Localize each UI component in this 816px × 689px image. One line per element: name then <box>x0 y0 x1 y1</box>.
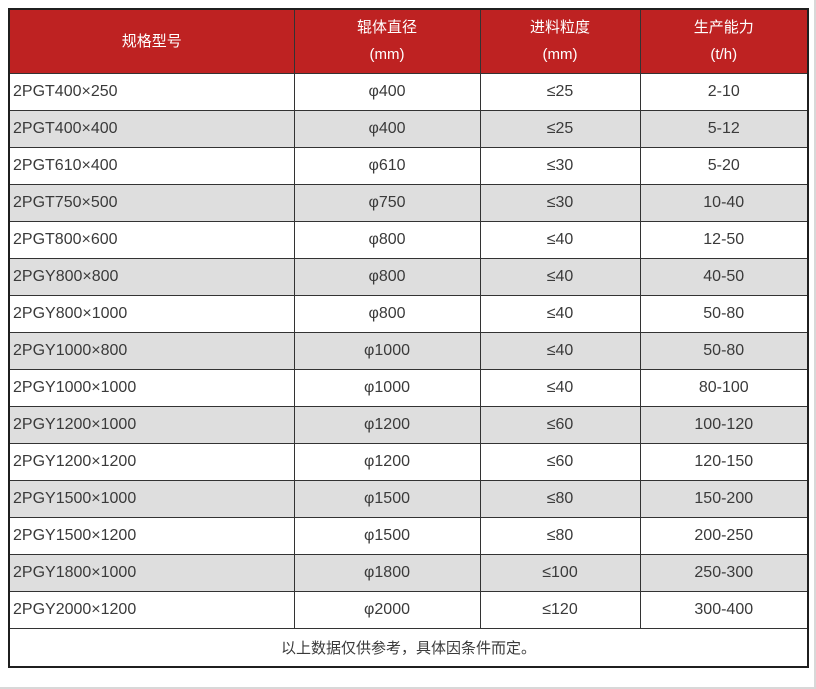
cell-feed-size: ≤60 <box>479 443 641 481</box>
cell-roller-diameter: φ750 <box>293 184 481 222</box>
cell-capacity: 12-50 <box>639 221 809 259</box>
cell-model: 2PGT750×500 <box>8 184 295 222</box>
cell-feed-size: ≤100 <box>479 554 641 592</box>
cell-feed-size: ≤40 <box>479 332 641 370</box>
cell-model: 2PGY1000×800 <box>8 332 295 370</box>
cell-roller-diameter: φ1000 <box>293 332 481 370</box>
cell-capacity: 5-12 <box>639 110 809 148</box>
column-header-roller-diameter: 辊体直径 (mm) <box>293 8 481 74</box>
cell-capacity: 5-20 <box>639 147 809 185</box>
cell-roller-diameter: φ400 <box>293 110 481 148</box>
cell-model: 2PGT800×600 <box>8 221 295 259</box>
table-row: 2PGY1500×1000 φ1500 ≤80 150-200 <box>8 480 809 518</box>
table-footnote: 以上数据仅供参考，具体因条件而定。 <box>8 628 809 668</box>
column-header-roller-diameter-label: 辊体直径 <box>356 19 417 36</box>
cell-roller-diameter: φ1500 <box>293 517 481 555</box>
cell-model: 2PGT400×250 <box>8 73 295 111</box>
column-header-model: 规格型号 <box>8 8 295 74</box>
table-header: 规格型号 辊体直径 (mm) 进料粒度 (mm) 生产能力 (t/h) <box>8 8 809 74</box>
cell-feed-size: ≤120 <box>479 591 641 629</box>
table-row: 2PGT750×500 φ750 ≤30 10-40 <box>8 184 809 222</box>
cell-roller-diameter: φ400 <box>293 73 481 111</box>
cell-capacity: 250-300 <box>639 554 809 592</box>
cell-roller-diameter: φ800 <box>293 295 481 333</box>
column-header-feed-size-unit: (mm) <box>542 46 578 63</box>
cell-roller-diameter: φ1800 <box>293 554 481 592</box>
cell-feed-size: ≤30 <box>479 184 641 222</box>
cell-roller-diameter: φ610 <box>293 147 481 185</box>
table-row: 2PGT400×400 φ400 ≤25 5-12 <box>8 110 809 148</box>
table-row: 2PGY1000×800 φ1000 ≤40 50-80 <box>8 332 809 370</box>
cell-feed-size: ≤40 <box>479 258 641 296</box>
cell-feed-size: ≤30 <box>479 147 641 185</box>
table-row: 2PGY1000×1000 φ1000 ≤40 80-100 <box>8 369 809 407</box>
cell-capacity: 40-50 <box>639 258 809 296</box>
spec-table: 规格型号 辊体直径 (mm) 进料粒度 (mm) 生产能力 (t/h) 2PGT… <box>8 8 809 668</box>
cell-capacity: 150-200 <box>639 480 809 518</box>
column-header-feed-size: 进料粒度 (mm) <box>479 8 641 74</box>
cell-feed-size: ≤40 <box>479 369 641 407</box>
cell-feed-size: ≤40 <box>479 221 641 259</box>
cell-capacity: 300-400 <box>639 591 809 629</box>
cell-model: 2PGY1800×1000 <box>8 554 295 592</box>
table-row: 2PGY1800×1000 φ1800 ≤100 250-300 <box>8 554 809 592</box>
table-footer: 以上数据仅供参考，具体因条件而定。 <box>8 628 809 668</box>
cell-roller-diameter: φ1500 <box>293 480 481 518</box>
cell-roller-diameter: φ2000 <box>293 591 481 629</box>
table-row: 2PGY2000×1200 φ2000 ≤120 300-400 <box>8 591 809 629</box>
cell-model: 2PGY2000×1200 <box>8 591 295 629</box>
table-body: 2PGT400×250 φ400 ≤25 2-10 2PGT400×400 φ400 ≤25… <box>8 73 809 629</box>
footnote-row: 以上数据仅供参考，具体因条件而定。 <box>8 628 809 668</box>
table-row: 2PGT610×400 φ610 ≤30 5-20 <box>8 147 809 185</box>
cell-capacity: 10-40 <box>639 184 809 222</box>
header-row: 规格型号 辊体直径 (mm) 进料粒度 (mm) 生产能力 (t/h) <box>8 8 809 74</box>
column-header-feed-size-label: 进料粒度 <box>529 19 590 36</box>
cell-model: 2PGT400×400 <box>8 110 295 148</box>
cell-roller-diameter: φ800 <box>293 221 481 259</box>
cell-roller-diameter: φ1200 <box>293 443 481 481</box>
cell-feed-size: ≤60 <box>479 406 641 444</box>
table-row: 2PGY1200×1000 φ1200 ≤60 100-120 <box>8 406 809 444</box>
cell-model: 2PGY1500×1000 <box>8 480 295 518</box>
cell-capacity: 200-250 <box>639 517 809 555</box>
cell-model: 2PGY800×1000 <box>8 295 295 333</box>
cell-feed-size: ≤40 <box>479 295 641 333</box>
table-row: 2PGT400×250 φ400 ≤25 2-10 <box>8 73 809 111</box>
table-row: 2PGY800×800 φ800 ≤40 40-50 <box>8 258 809 296</box>
column-header-model-label: 规格型号 <box>121 32 182 50</box>
cell-roller-diameter: φ800 <box>293 258 481 296</box>
cell-model: 2PGY1000×1000 <box>8 369 295 407</box>
cell-feed-size: ≤25 <box>479 73 641 111</box>
cell-capacity: 2-10 <box>639 73 809 111</box>
cell-capacity: 100-120 <box>639 406 809 444</box>
cell-roller-diameter: φ1200 <box>293 406 481 444</box>
table-row: 2PGT800×600 φ800 ≤40 12-50 <box>8 221 809 259</box>
column-header-roller-diameter-unit: (mm) <box>369 46 405 63</box>
cell-model: 2PGT610×400 <box>8 147 295 185</box>
table-row: 2PGY800×1000 φ800 ≤40 50-80 <box>8 295 809 333</box>
column-header-capacity: 生产能力 (t/h) <box>639 8 809 74</box>
cell-model: 2PGY800×800 <box>8 258 295 296</box>
cell-capacity: 50-80 <box>639 295 809 333</box>
cell-feed-size: ≤25 <box>479 110 641 148</box>
cell-model: 2PGY1200×1200 <box>8 443 295 481</box>
table-row: 2PGY1500×1200 φ1500 ≤80 200-250 <box>8 517 809 555</box>
column-header-capacity-label: 生产能力 <box>693 19 754 36</box>
table-row: 2PGY1200×1200 φ1200 ≤60 120-150 <box>8 443 809 481</box>
cell-feed-size: ≤80 <box>479 480 641 518</box>
cell-model: 2PGY1200×1000 <box>8 406 295 444</box>
cell-capacity: 50-80 <box>639 332 809 370</box>
cell-capacity: 120-150 <box>639 443 809 481</box>
cell-feed-size: ≤80 <box>479 517 641 555</box>
cell-capacity: 80-100 <box>639 369 809 407</box>
cell-roller-diameter: φ1000 <box>293 369 481 407</box>
column-header-capacity-unit: (t/h) <box>710 46 738 63</box>
cell-model: 2PGY1500×1200 <box>8 517 295 555</box>
